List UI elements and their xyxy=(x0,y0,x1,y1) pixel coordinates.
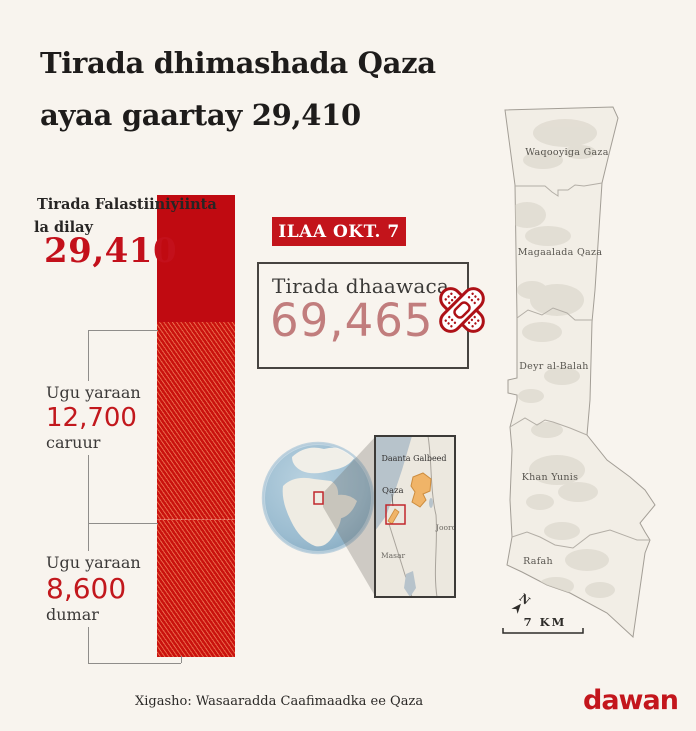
women-bracket-bottom xyxy=(88,663,181,664)
globe-marker xyxy=(313,491,324,505)
region-label-north-gaza: Waqooyiga Gaza xyxy=(525,147,608,158)
district-boundaries xyxy=(509,182,650,549)
killed-label-line2: la dilay xyxy=(34,219,93,236)
mediterranean-sea xyxy=(375,436,412,531)
gaza-strip-shape xyxy=(387,508,400,525)
killed-label-line1: Tirada Falastiiniyiinta xyxy=(37,196,217,213)
region-label-khan-yunis: Khan Yunis xyxy=(522,472,579,483)
women-figure: Ugu yaraan 8,600 dumar xyxy=(42,551,147,627)
locator-inset: Daanta Galbeed Qaza Joordan Masar xyxy=(261,435,466,598)
bar-segment-children xyxy=(157,322,235,519)
west-bank-shape xyxy=(410,472,432,508)
women-label: Ugu yaraan xyxy=(46,553,141,572)
inset-label-west-bank: Daanta Galbeed xyxy=(381,454,446,463)
locator-cone xyxy=(323,437,375,596)
urban-texture xyxy=(508,119,615,598)
page-title-line1: Tirada dhimashada Qaza xyxy=(40,46,436,80)
inset-label-jordan: Joordan xyxy=(435,523,466,532)
region-label-rafah: Rafah xyxy=(523,556,553,567)
bandage-icon xyxy=(439,287,485,333)
injured-box: Tirada dhaawaca 69,465 xyxy=(257,262,469,369)
page-title-line2: ayaa gaartay 29,410 xyxy=(40,98,361,132)
women-bracket-tick xyxy=(181,656,182,663)
injured-value: 69,465 xyxy=(270,294,434,347)
children-value: 12,700 xyxy=(46,403,137,433)
date-badge: ILAA OKT. 7 xyxy=(272,217,406,246)
children-figure: Ugu yaraan 12,700 caruur xyxy=(42,381,147,455)
killed-value: 29,410 xyxy=(44,231,178,271)
gaza-map: Waqooyiga Gaza Magaalada Qaza Deyr al-Ba… xyxy=(502,106,656,639)
inset-label-gaza: Qaza xyxy=(382,486,404,496)
gulf-of-aqaba xyxy=(404,571,416,597)
globe-graphic xyxy=(261,441,375,555)
women-value: 8,600 xyxy=(46,572,127,605)
gaza-highlight-box xyxy=(385,504,406,525)
children-label: Ugu yaraan xyxy=(46,383,141,402)
bar-segment-women xyxy=(157,519,235,657)
source-credit: Xigasho: Wasaaradda Caafimaadka ee Qaza xyxy=(135,694,424,709)
inset-label-egypt: Masar xyxy=(381,551,405,560)
dawan-logo: dawan xyxy=(583,685,679,716)
children-unit: caruur xyxy=(46,433,101,452)
bar-segment-other-killed xyxy=(157,195,235,322)
north-arrow-icon: N xyxy=(511,591,532,614)
regional-map-border xyxy=(374,435,456,598)
regional-map: Daanta Galbeed Qaza Joordan Masar xyxy=(375,436,466,597)
women-unit: dumar xyxy=(46,605,99,624)
scale-bar: 7 KM xyxy=(502,615,584,634)
region-label-deir-al-balah: Deyr al-Balah xyxy=(519,361,588,372)
scale-label: 7 KM xyxy=(524,615,567,629)
casualties-bar xyxy=(157,195,235,657)
region-label-gaza-city: Magaalada Qaza xyxy=(518,247,603,258)
injured-label: Tirada dhaawaca xyxy=(272,274,450,298)
